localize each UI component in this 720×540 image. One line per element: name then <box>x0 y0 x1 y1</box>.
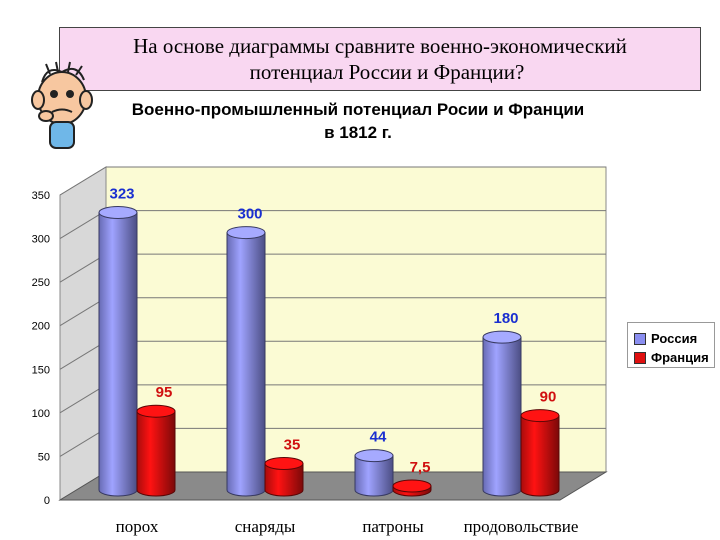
y-tick-label: 0 <box>44 495 50 507</box>
y-tick-label: 250 <box>32 277 50 289</box>
legend-item-france: Франция <box>634 350 709 365</box>
data-label: 300 <box>237 206 262 223</box>
question-box: На основе диаграммы сравните военно-экон… <box>59 27 701 91</box>
gridline-side <box>59 210 107 239</box>
bar-russia <box>482 336 522 497</box>
chart-title-line-2: в 1812 г. <box>324 123 392 142</box>
bar-top-russia <box>98 206 138 220</box>
bar-top-russia <box>482 330 522 344</box>
bar-top-russia <box>354 449 394 463</box>
data-label: 95 <box>156 384 173 401</box>
y-tick-label: 100 <box>32 408 50 420</box>
bar-france <box>264 463 304 497</box>
gridline-side <box>59 340 107 370</box>
plot-floor <box>58 471 608 501</box>
data-label: 35 <box>284 437 301 454</box>
bar-top-france <box>264 457 304 470</box>
data-label: 323 <box>109 186 134 203</box>
bar-russia <box>98 212 138 497</box>
x-category-label: снаряды <box>234 517 296 536</box>
legend-swatch-russia <box>634 332 646 345</box>
question-line-1: На основе диаграммы сравните военно-экон… <box>133 34 627 58</box>
y-tick-label: 300 <box>32 234 50 246</box>
gridline-side <box>59 428 107 457</box>
chart-title-line-1: Военно-промышленный потенциал Росии и Фр… <box>131 100 585 119</box>
gridline-side <box>59 297 107 327</box>
x-category-label: порох <box>115 517 159 536</box>
legend-label-france: Франция <box>651 350 709 365</box>
bar-top-france <box>392 479 432 493</box>
data-label: 44 <box>370 429 387 446</box>
thinking-boy-icon <box>31 61 93 149</box>
gridline-side <box>59 253 107 283</box>
x-category-label: патроны <box>362 517 424 536</box>
x-category-label: продовольствие <box>463 517 579 536</box>
bar-france <box>520 415 560 497</box>
legend-swatch-france <box>634 351 646 364</box>
legend-item-russia: Россия <box>634 331 697 346</box>
y-tick-label: 50 <box>38 451 50 463</box>
data-label: 180 <box>493 310 518 327</box>
bar-top-france <box>520 409 560 423</box>
bar-france <box>136 410 176 497</box>
bar-top-russia <box>226 226 266 240</box>
y-tick-label: 200 <box>32 321 50 333</box>
chart-title: Военно-промышленный потенциал Росии и Фр… <box>88 98 628 144</box>
gridline-side <box>59 166 107 196</box>
y-tick-label: 150 <box>32 364 50 376</box>
question-line-2: потенциал России и Франции? <box>249 60 525 84</box>
chart-legend: Россия Франция <box>627 322 715 368</box>
y-tick-label: 350 <box>32 190 50 202</box>
data-label: 7,5 <box>410 459 431 476</box>
gridline-side <box>59 384 107 414</box>
legend-label-russia: Россия <box>651 331 698 346</box>
data-label: 90 <box>540 389 557 406</box>
bar-russia <box>226 232 266 497</box>
bar-top-france <box>136 404 176 418</box>
